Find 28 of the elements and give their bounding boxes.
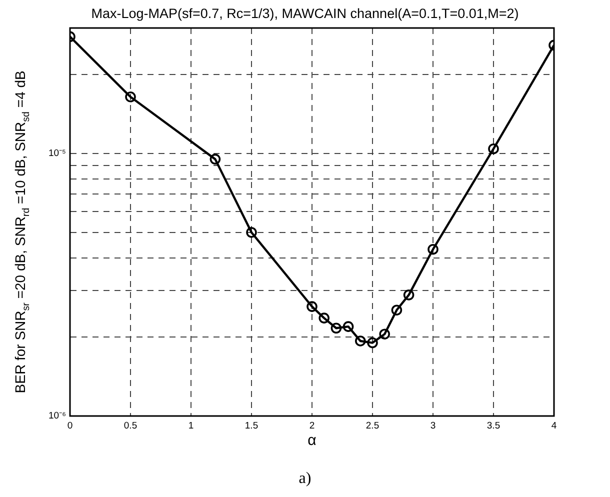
y-tick-label: 10⁻⁵	[48, 148, 66, 159]
point	[330, 322, 342, 334]
x-axis-title: α	[306, 432, 318, 449]
x-tick-label: 2.5	[366, 420, 380, 432]
point	[428, 244, 438, 255]
x-tick-label: 2	[309, 420, 315, 432]
point	[379, 328, 390, 340]
point	[246, 227, 257, 238]
point	[355, 336, 366, 346]
chart-title: Max-Log-MAP(sf=0.7, Rc=1/3), MAWCAIN channel(A=0.1,T=0.01,M=2)	[90, 6, 520, 21]
point	[210, 154, 221, 165]
point	[318, 312, 330, 324]
point	[403, 290, 414, 300]
point	[306, 301, 318, 312]
x-tick-label: 0.5	[124, 420, 138, 432]
text: a)	[298, 470, 312, 488]
point	[342, 321, 354, 332]
point	[391, 304, 402, 316]
x-tick-label: 3	[430, 420, 436, 432]
point	[125, 91, 136, 102]
point	[488, 143, 499, 154]
x-tick-label: 1	[188, 420, 194, 432]
x-tick-label: 3.5	[486, 420, 500, 432]
y-tick-label: 10⁻⁶	[48, 410, 66, 422]
x-tick-label: 4	[551, 420, 557, 432]
x-tick-label: 0	[67, 420, 73, 432]
point	[367, 337, 378, 348]
x-tick-label: 1.5	[244, 420, 258, 432]
